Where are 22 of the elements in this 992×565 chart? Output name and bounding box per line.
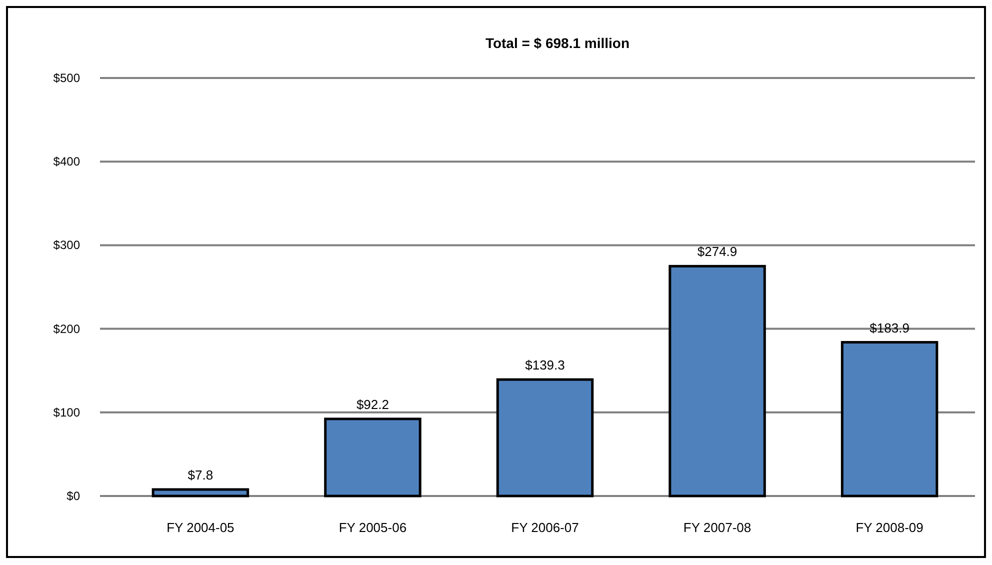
x-tick-label: FY 2006-07: [511, 520, 579, 535]
bar: [152, 488, 250, 498]
x-tick-label: FY 2005-06: [338, 520, 407, 535]
bar: [496, 378, 594, 498]
y-tick-label: $400: [53, 154, 80, 169]
x-tick-label: FY 2004-05: [166, 520, 234, 535]
data-label: $139.3: [525, 358, 565, 373]
y-tick-label: $100: [53, 405, 80, 420]
chart-title: Total = $ 698.1 million: [485, 35, 630, 51]
x-tick-label: FY 2008-09: [856, 520, 924, 535]
bar: [840, 341, 938, 498]
data-label: $183.9: [870, 320, 910, 336]
y-tick-label: $200: [53, 322, 80, 336]
bar: [668, 264, 766, 498]
data-label: $7.8: [188, 467, 214, 482]
bar: [324, 418, 422, 498]
x-tick-label: FY 2007-08: [683, 520, 752, 535]
y-tick-label: $0: [66, 489, 80, 503]
y-tick-label: $500: [53, 71, 80, 85]
data-label: $92.2: [356, 396, 389, 412]
data-label: $274.9: [697, 244, 738, 260]
y-tick-label: $300: [53, 238, 80, 252]
